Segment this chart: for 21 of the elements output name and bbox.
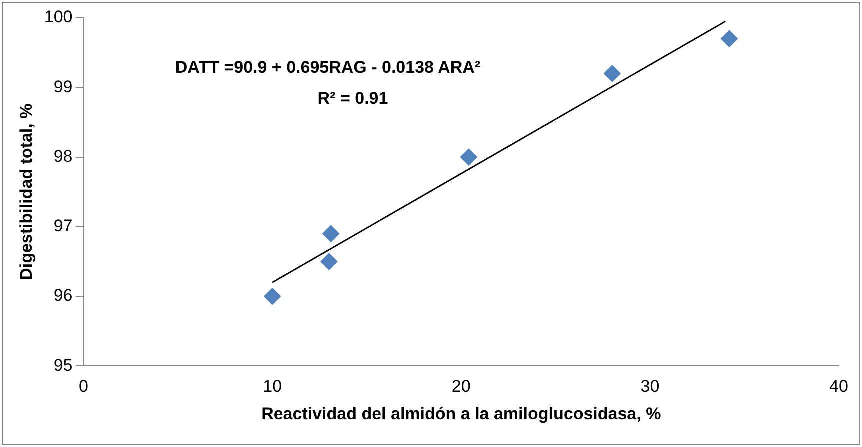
point — [264, 288, 282, 306]
y-tick-label: 98 — [54, 146, 73, 166]
point — [720, 30, 738, 48]
y-tick-label: 100 — [44, 8, 73, 27]
y-axis-title: Digestibilidad total, % — [16, 104, 36, 280]
x-tick-label: 0 — [79, 377, 88, 396]
x-tick-label: 20 — [452, 377, 471, 396]
y-tick-label: 95 — [54, 356, 73, 375]
point — [460, 148, 478, 166]
y-tick-label: 96 — [54, 286, 73, 306]
x-tick-label: 40 — [830, 377, 848, 396]
point — [320, 253, 338, 270]
x-axis-title: Reactividad del almidón a la amiloglucosidasa, % — [262, 404, 662, 424]
point — [604, 65, 621, 82]
annotation: DATT =90.9 + 0.695RAG - 0.0138 ARA² — [175, 58, 481, 77]
x-tick-label: 10 — [263, 377, 282, 396]
x-tick-label: 30 — [640, 377, 660, 396]
annotation: R² = 0.91 — [318, 89, 388, 108]
y-tick-label: 97 — [54, 216, 73, 236]
y-tick-label: 99 — [54, 77, 73, 96]
point — [322, 225, 340, 242]
